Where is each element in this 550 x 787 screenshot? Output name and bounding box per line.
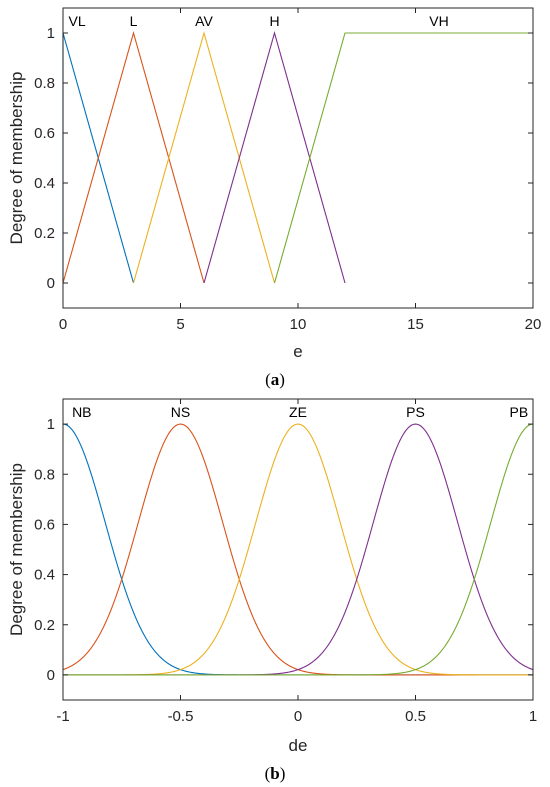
y-tick-label-1-a: 0.2 bbox=[34, 225, 55, 242]
caption-a-letter: a bbox=[271, 370, 280, 389]
mf-label-vh-a: VH bbox=[429, 13, 448, 29]
series-line-h-a bbox=[203, 30, 346, 284]
x-tick-label-0-a: 0 bbox=[59, 316, 67, 333]
x-tick-label-0-b: -1 bbox=[56, 708, 69, 725]
caption-a-open: ( bbox=[265, 370, 271, 389]
series-line-l-a bbox=[62, 30, 205, 284]
mf-label-h-a: H bbox=[269, 13, 279, 29]
y-tick-label-0-b: 0 bbox=[47, 667, 55, 684]
y-tick-label-5-a: 1 bbox=[47, 25, 55, 42]
plot-frame-a bbox=[62, 7, 534, 309]
x-tick-label-2-b: 0 bbox=[294, 708, 302, 725]
tick-layer-b: -1 -0.5 0 0.5 1 0 0.2 0.4 0.6 0.8 1 bbox=[34, 399, 537, 725]
x-tick-label-3-b: 0.5 bbox=[405, 708, 426, 725]
mf-label-ns-b: NS bbox=[171, 404, 190, 420]
x-tick-label-4-a: 20 bbox=[525, 316, 542, 333]
caption-a-close: ) bbox=[279, 370, 285, 389]
mf-label-vl-a: VL bbox=[69, 13, 86, 29]
y-tick-label-1-b: 0.2 bbox=[34, 617, 55, 634]
y-axis-label-b: Degree of membership bbox=[7, 463, 26, 636]
chart-panel-b: -1 -0.5 0 0.5 100.20.40.60.81 NB NS ZE PS PB de … bbox=[7, 398, 537, 783]
y-tick-label-2-b: 0.4 bbox=[34, 567, 55, 584]
series-line-ns-b bbox=[62, 423, 533, 676]
series-line-pb-b bbox=[63, 423, 534, 676]
mf-label-layer-b: NB NS ZE PS PB bbox=[72, 404, 528, 420]
y-tick-label-0-a: 0 bbox=[47, 275, 55, 292]
mf-label-ps-b: PS bbox=[406, 404, 425, 420]
y-tick-label-3-a: 0.6 bbox=[34, 125, 55, 142]
mf-label-av-a: AV bbox=[195, 13, 213, 29]
caption-b-letter: b bbox=[270, 764, 279, 783]
y-tick-label-4-b: 0.8 bbox=[34, 466, 55, 483]
tick-layer-a: 0 5 10 15 20 0 0.2 0.4 0.6 0.8 1 bbox=[34, 8, 541, 333]
mf-label-pb-b: PB bbox=[510, 404, 529, 420]
x-tick-label-1-a: 5 bbox=[176, 316, 184, 333]
series-line-ze-b bbox=[63, 423, 533, 676]
x-tick-label-3-a: 15 bbox=[407, 316, 424, 333]
caption-b: (b) bbox=[265, 764, 286, 783]
series-line-ps-b bbox=[63, 423, 534, 676]
series-line-vh-a bbox=[273, 32, 533, 284]
chart-panel-a: 0 5 10 15 20 0 0.2 0.4 0.6 0.8 1 VL L AV H VH e Degree… bbox=[7, 7, 541, 389]
caption-a: (a) bbox=[265, 370, 285, 389]
mf-label-nb-b: NB bbox=[72, 404, 91, 420]
mf-label-layer-a: VL L AV H VH bbox=[69, 13, 449, 29]
x-axis-label-b: de bbox=[289, 736, 308, 755]
caption-b-open: ( bbox=[265, 764, 271, 783]
series-layer-b bbox=[62, 423, 534, 676]
y-axis-label-a: Degree of membership bbox=[7, 72, 26, 245]
plot-frame-b bbox=[62, 398, 534, 701]
mf-label-l-a: L bbox=[130, 13, 138, 29]
y-tick-label-3-b: 0.6 bbox=[34, 516, 55, 533]
mf-label-ze-b: ZE bbox=[289, 404, 307, 420]
series-line-nb-b bbox=[62, 423, 533, 676]
series-line-av-a bbox=[132, 30, 276, 284]
x-tick-label-2-a: 10 bbox=[290, 316, 307, 333]
x-tick-label-4-b: 1 bbox=[529, 708, 537, 725]
caption-b-close: ) bbox=[280, 764, 286, 783]
y-tick-label-2-a: 0.4 bbox=[34, 175, 55, 192]
x-axis-label-a: e bbox=[293, 342, 302, 361]
series-layer-a bbox=[62, 30, 533, 284]
y-tick-label-4-a: 0.8 bbox=[34, 75, 55, 92]
x-tick-label-1-b: -0.5 bbox=[168, 708, 194, 725]
y-tick-label-5-b: 1 bbox=[47, 416, 55, 433]
